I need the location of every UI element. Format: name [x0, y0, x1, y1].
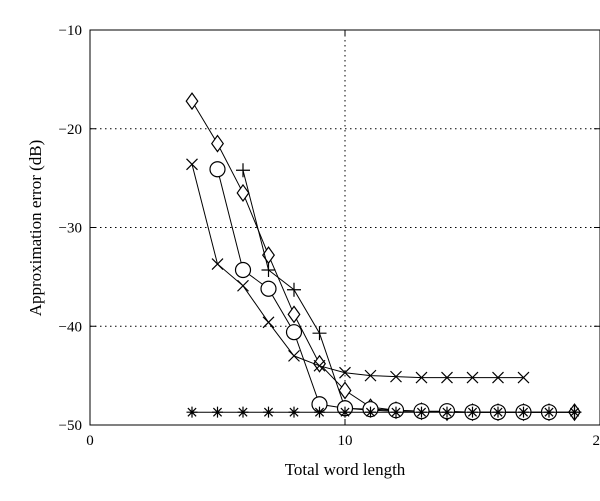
asterisk-marker [365, 406, 376, 418]
diamond-marker [338, 381, 352, 400]
asterisk-marker [212, 406, 223, 418]
series-line-diamond [191, 100, 575, 413]
x-marker [415, 371, 428, 384]
x-marker [288, 349, 300, 362]
grid-lines [90, 30, 600, 425]
asterisk-marker [314, 406, 325, 418]
series-diamond [185, 92, 581, 422]
y-tick-label: −10 [59, 23, 82, 39]
asterisk-marker [492, 406, 504, 418]
x-tick-label: 20 [593, 433, 600, 449]
x-marker [441, 371, 453, 384]
series-plus [236, 163, 582, 420]
y-tick-label: −30 [59, 221, 82, 237]
x-marker [390, 370, 402, 383]
asterisk-marker [416, 406, 427, 418]
y-tick-label: −40 [59, 319, 82, 335]
circle-marker [260, 280, 277, 297]
plus-marker [261, 262, 276, 277]
x-marker [237, 279, 249, 292]
plus-marker [287, 282, 301, 297]
x-marker [339, 366, 351, 379]
asterisk-marker [467, 406, 478, 418]
asterisk-marker [518, 406, 529, 418]
plus-marker [236, 163, 250, 178]
x-tick-label: 10 [338, 433, 353, 449]
series-line-x [191, 164, 524, 379]
series-x [186, 158, 530, 384]
x-marker [364, 369, 377, 382]
y-axis-label: Approximation error (dB) [26, 140, 45, 317]
y-tick-label: −50 [59, 418, 82, 434]
data-series [185, 92, 582, 422]
asterisk-marker [390, 406, 402, 418]
circle-marker [234, 261, 252, 279]
x-marker [211, 258, 224, 270]
x-marker [313, 359, 326, 372]
x-marker [492, 371, 504, 384]
asterisk-marker [237, 406, 249, 418]
x-marker [517, 371, 530, 384]
circle-marker [285, 324, 303, 341]
diamond-marker [287, 305, 301, 324]
axis-ticks: 0 10 20 −50 −40 −30 −20 −10 [59, 23, 600, 449]
series-circle [209, 161, 558, 421]
x-marker [466, 371, 479, 384]
asterisk-marker [543, 406, 555, 418]
diamond-marker [185, 92, 199, 111]
asterisk-marker [339, 406, 351, 418]
series-asterisk [186, 406, 580, 418]
diamond-marker [236, 183, 250, 202]
x-marker [262, 316, 275, 329]
x-marker [186, 158, 198, 171]
asterisk-marker [569, 406, 580, 418]
asterisk-marker [288, 406, 300, 418]
plus-marker [312, 326, 327, 341]
y-tick-label: −20 [59, 122, 82, 138]
asterisk-marker [186, 406, 198, 418]
diamond-marker [211, 134, 224, 153]
x-axis-label: Total word length [285, 460, 406, 479]
circle-marker [209, 161, 226, 178]
x-tick-label: 0 [86, 433, 94, 449]
asterisk-marker [441, 406, 453, 418]
asterisk-marker [263, 406, 274, 418]
